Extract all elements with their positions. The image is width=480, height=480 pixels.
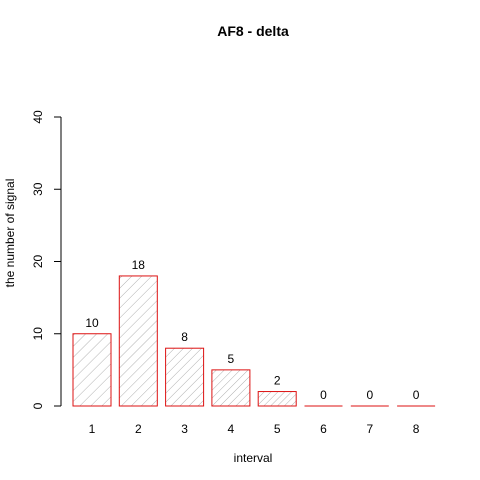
- x-tick-label: 7: [366, 422, 373, 436]
- data-label: 10: [85, 316, 99, 330]
- bar: [72, 333, 112, 407]
- data-label: 5: [228, 352, 235, 366]
- data-label: 0: [413, 388, 420, 402]
- y-tick-label: 30: [31, 182, 45, 196]
- data-label: 18: [132, 258, 146, 272]
- bar-hatch: [73, 333, 111, 406]
- data-label: 0: [366, 388, 373, 402]
- data-label: 2: [274, 374, 281, 388]
- bar-hatch: [119, 275, 158, 406]
- y-tick-label: 40: [31, 110, 45, 124]
- x-tick-label: 4: [228, 422, 235, 436]
- data-label: 8: [181, 330, 188, 344]
- bar: [118, 275, 158, 407]
- bar: [211, 369, 251, 407]
- bar-hatch: [165, 348, 204, 406]
- x-tick-label: 1: [89, 422, 96, 436]
- x-tick-label: 3: [181, 422, 188, 436]
- bar: [165, 347, 205, 407]
- x-tick-label: 2: [135, 422, 142, 436]
- chart-title: AF8 - delta: [217, 23, 289, 39]
- x-axis-ticks: 1 2 3 4 5 6 7 8: [89, 422, 420, 436]
- y-tick-label: 0: [31, 402, 45, 409]
- x-axis-label: interval: [234, 451, 273, 465]
- y-tick-label: 10: [31, 327, 45, 341]
- x-tick-label: 5: [274, 422, 281, 436]
- bar: [257, 391, 297, 407]
- bars: 10 18 8 5 2 0 0 0: [72, 258, 436, 407]
- bar-hatch: [211, 369, 250, 406]
- y-tick-label: 20: [31, 255, 45, 269]
- x-tick-label: 8: [413, 422, 420, 436]
- y-axis-label: the number of signal: [3, 179, 17, 288]
- data-label: 0: [320, 388, 327, 402]
- x-tick-label: 6: [320, 422, 327, 436]
- y-axis: 0 10 20 30 40: [31, 110, 62, 409]
- bar-hatch: [258, 391, 297, 406]
